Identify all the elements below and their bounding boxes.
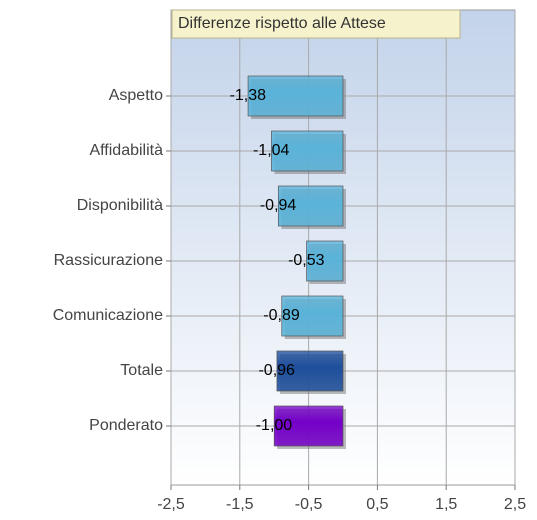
bar [271,130,344,172]
y-tick-label: Affidabilità [89,142,163,159]
bar [306,240,344,282]
y-tick-label: Disponibilità [77,197,163,214]
bar [277,185,344,227]
bar [281,295,344,337]
x-tick-label: 0,5 [366,496,388,513]
value-label: -1,38 [230,87,267,104]
value-label: -0,96 [258,362,295,379]
x-tick-label: -0,5 [295,496,323,513]
x-tick-label: 1,5 [435,496,457,513]
value-label: -0,53 [288,252,325,269]
y-tick-label: Ponderato [89,417,163,434]
y-tick-label: Rassicurazione [54,252,163,269]
bar [247,75,344,117]
title-box [171,9,461,39]
value-label: -0,89 [263,307,300,324]
value-label: -0,94 [260,197,297,214]
value-label: -1,04 [253,142,290,159]
y-tick-label: Comunicazione [53,307,163,324]
value-label: -1,00 [256,417,293,434]
x-tick-label: -2,5 [157,496,185,513]
y-tick-label: Aspetto [109,87,163,104]
bar [273,405,344,447]
bar [276,350,344,392]
x-tick-label: -1,5 [226,496,254,513]
chart-title: Differenze rispetto alle Attese [178,15,386,32]
y-tick-label: Totale [120,362,163,379]
x-tick-label: 2,5 [504,496,526,513]
